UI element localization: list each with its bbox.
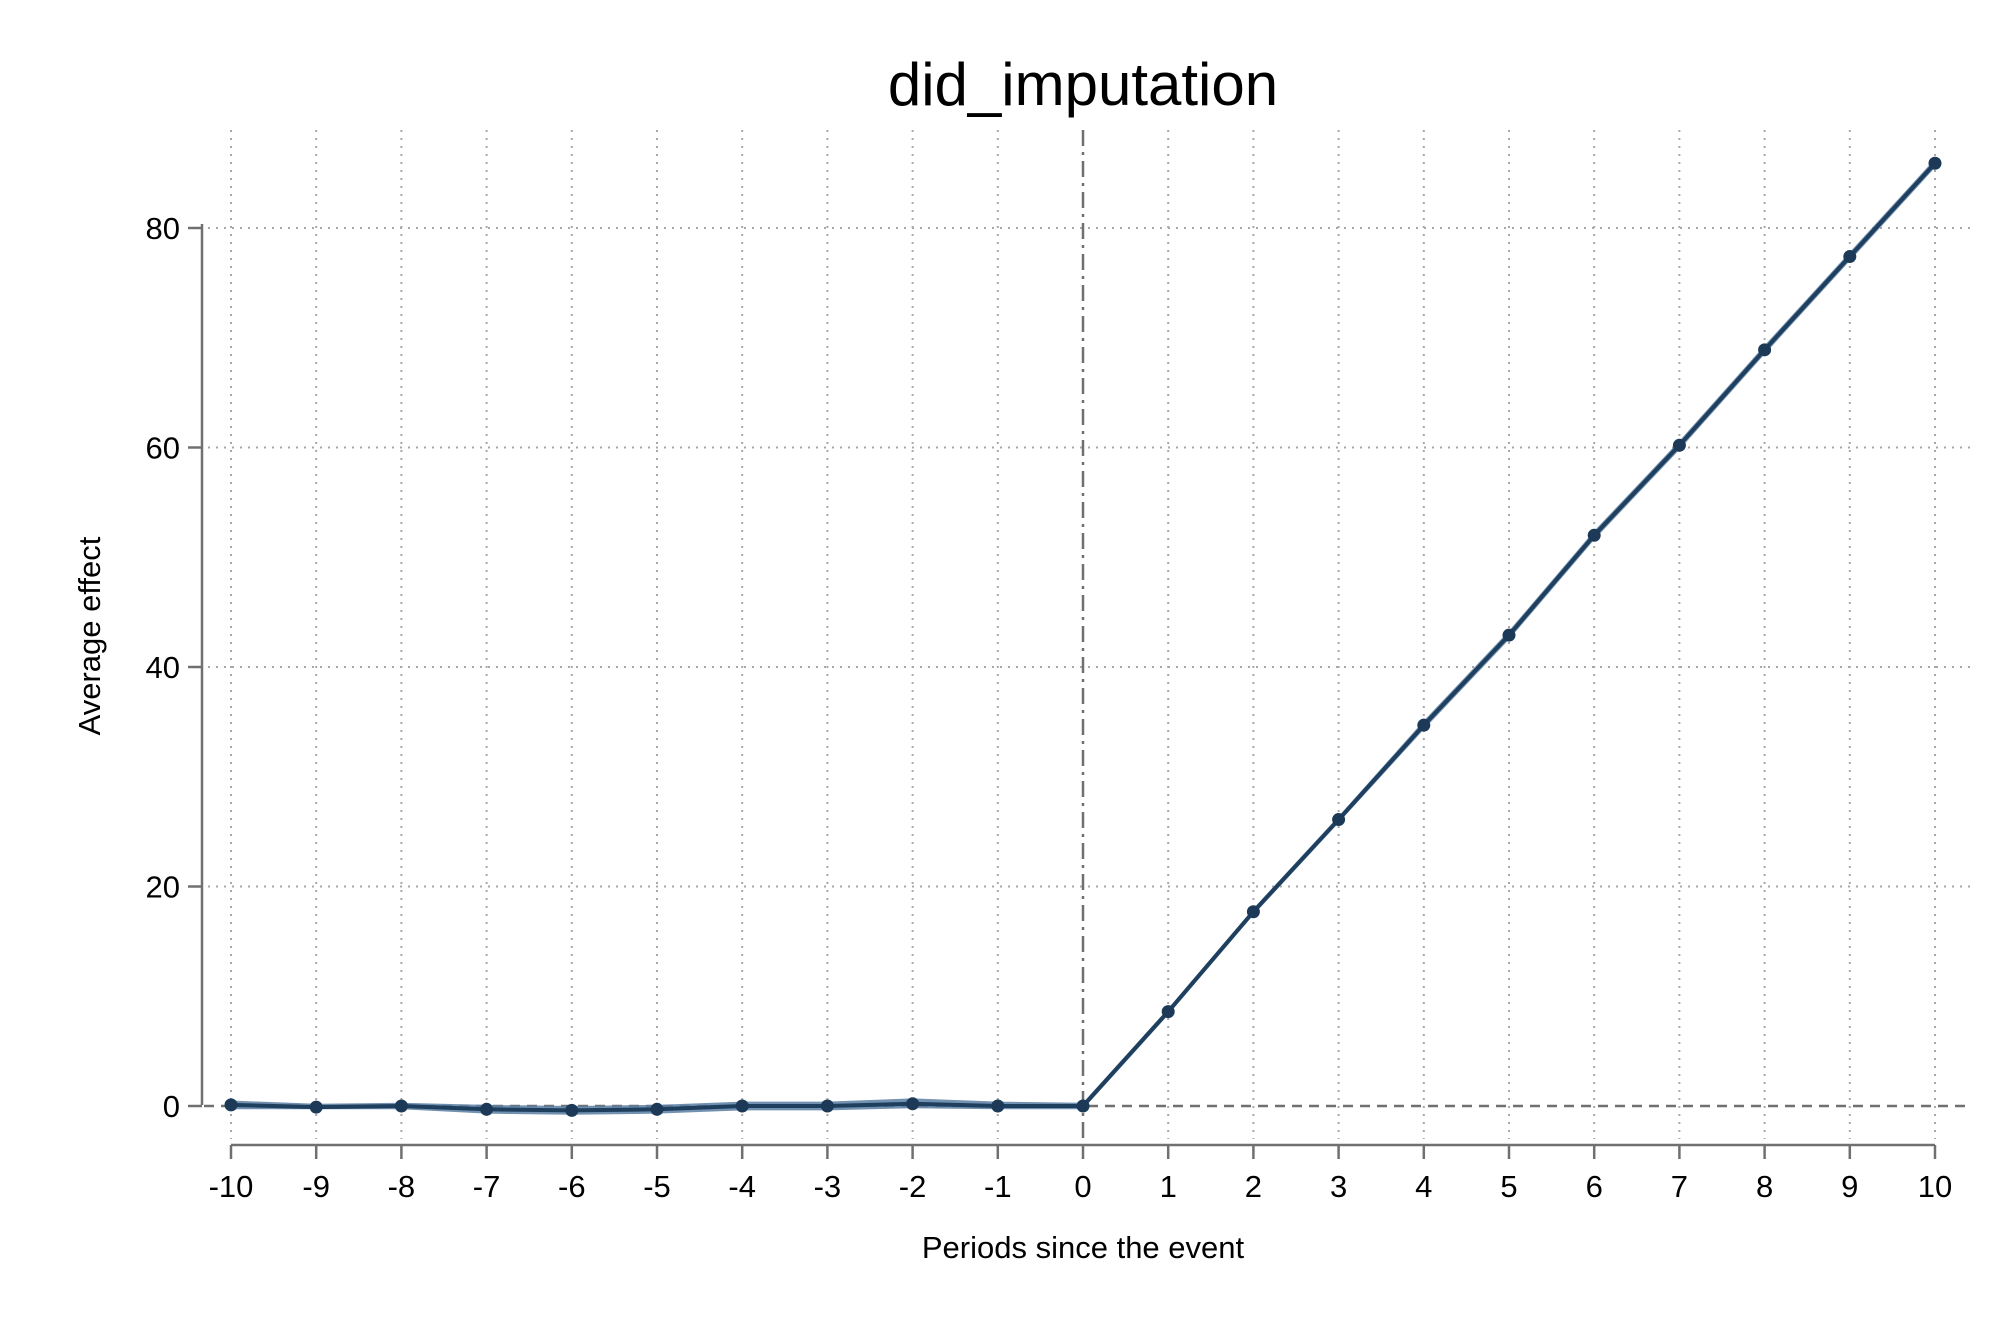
- data-point: [1332, 813, 1346, 827]
- x-tick-label: -4: [728, 1169, 756, 1204]
- data-point: [1928, 156, 1942, 170]
- data-point: [394, 1099, 408, 1113]
- x-tick-label: -10: [209, 1169, 254, 1204]
- x-tick-label: -9: [302, 1169, 330, 1204]
- y-tick-label: 60: [146, 431, 180, 466]
- data-point: [1758, 343, 1772, 357]
- x-tick-label: -2: [899, 1169, 927, 1204]
- reference-lines: [204, 130, 1970, 1145]
- x-tick-label: 10: [1918, 1169, 1952, 1204]
- x-tick-label: 7: [1671, 1169, 1688, 1204]
- grid-layer: [208, 130, 1970, 1139]
- data-point: [1161, 1005, 1175, 1019]
- data-point: [565, 1103, 579, 1117]
- x-tick-label: -1: [984, 1169, 1012, 1204]
- x-tick-label: -7: [473, 1169, 501, 1204]
- data-point: [1246, 905, 1260, 919]
- data-point: [309, 1100, 323, 1114]
- data-point: [1843, 250, 1857, 264]
- data-point: [1076, 1099, 1090, 1113]
- data-point: [650, 1102, 664, 1116]
- x-tick-label: 8: [1756, 1169, 1773, 1204]
- y-axis-label: Average effect: [72, 536, 107, 735]
- y-tick-label: 20: [146, 870, 180, 905]
- axes: [188, 224, 1937, 1159]
- x-axis-label: Periods since the event: [922, 1230, 1245, 1265]
- chart-title: did_imputation: [888, 51, 1278, 118]
- data-point: [991, 1099, 1005, 1113]
- x-tick-label: 4: [1415, 1169, 1432, 1204]
- x-tick-label: -5: [643, 1169, 671, 1204]
- data-point: [906, 1097, 920, 1111]
- data-point: [224, 1098, 238, 1112]
- x-tick-label: 3: [1330, 1169, 1347, 1204]
- data-point: [1587, 528, 1601, 542]
- marker-layer: [224, 156, 1942, 1117]
- data-point: [1672, 438, 1686, 452]
- y-tick-label: 0: [163, 1089, 180, 1124]
- x-tick-label: 1: [1160, 1169, 1177, 1204]
- data-point: [1502, 628, 1516, 642]
- x-tick-label: 6: [1586, 1169, 1603, 1204]
- y-tick-label: 40: [146, 650, 180, 685]
- data-point: [480, 1102, 494, 1116]
- x-tick-label: 2: [1245, 1169, 1262, 1204]
- x-tick-label: 0: [1074, 1169, 1091, 1204]
- x-tick-label: 5: [1500, 1169, 1517, 1204]
- data-point: [1417, 718, 1431, 732]
- data-point: [735, 1099, 749, 1113]
- y-tick-label: 80: [146, 211, 180, 246]
- x-tick-label: -6: [558, 1169, 586, 1204]
- x-tick-label: -3: [814, 1169, 842, 1204]
- x-tick-label: -8: [388, 1169, 416, 1204]
- data-point: [820, 1099, 834, 1113]
- x-tick-label: 9: [1841, 1169, 1858, 1204]
